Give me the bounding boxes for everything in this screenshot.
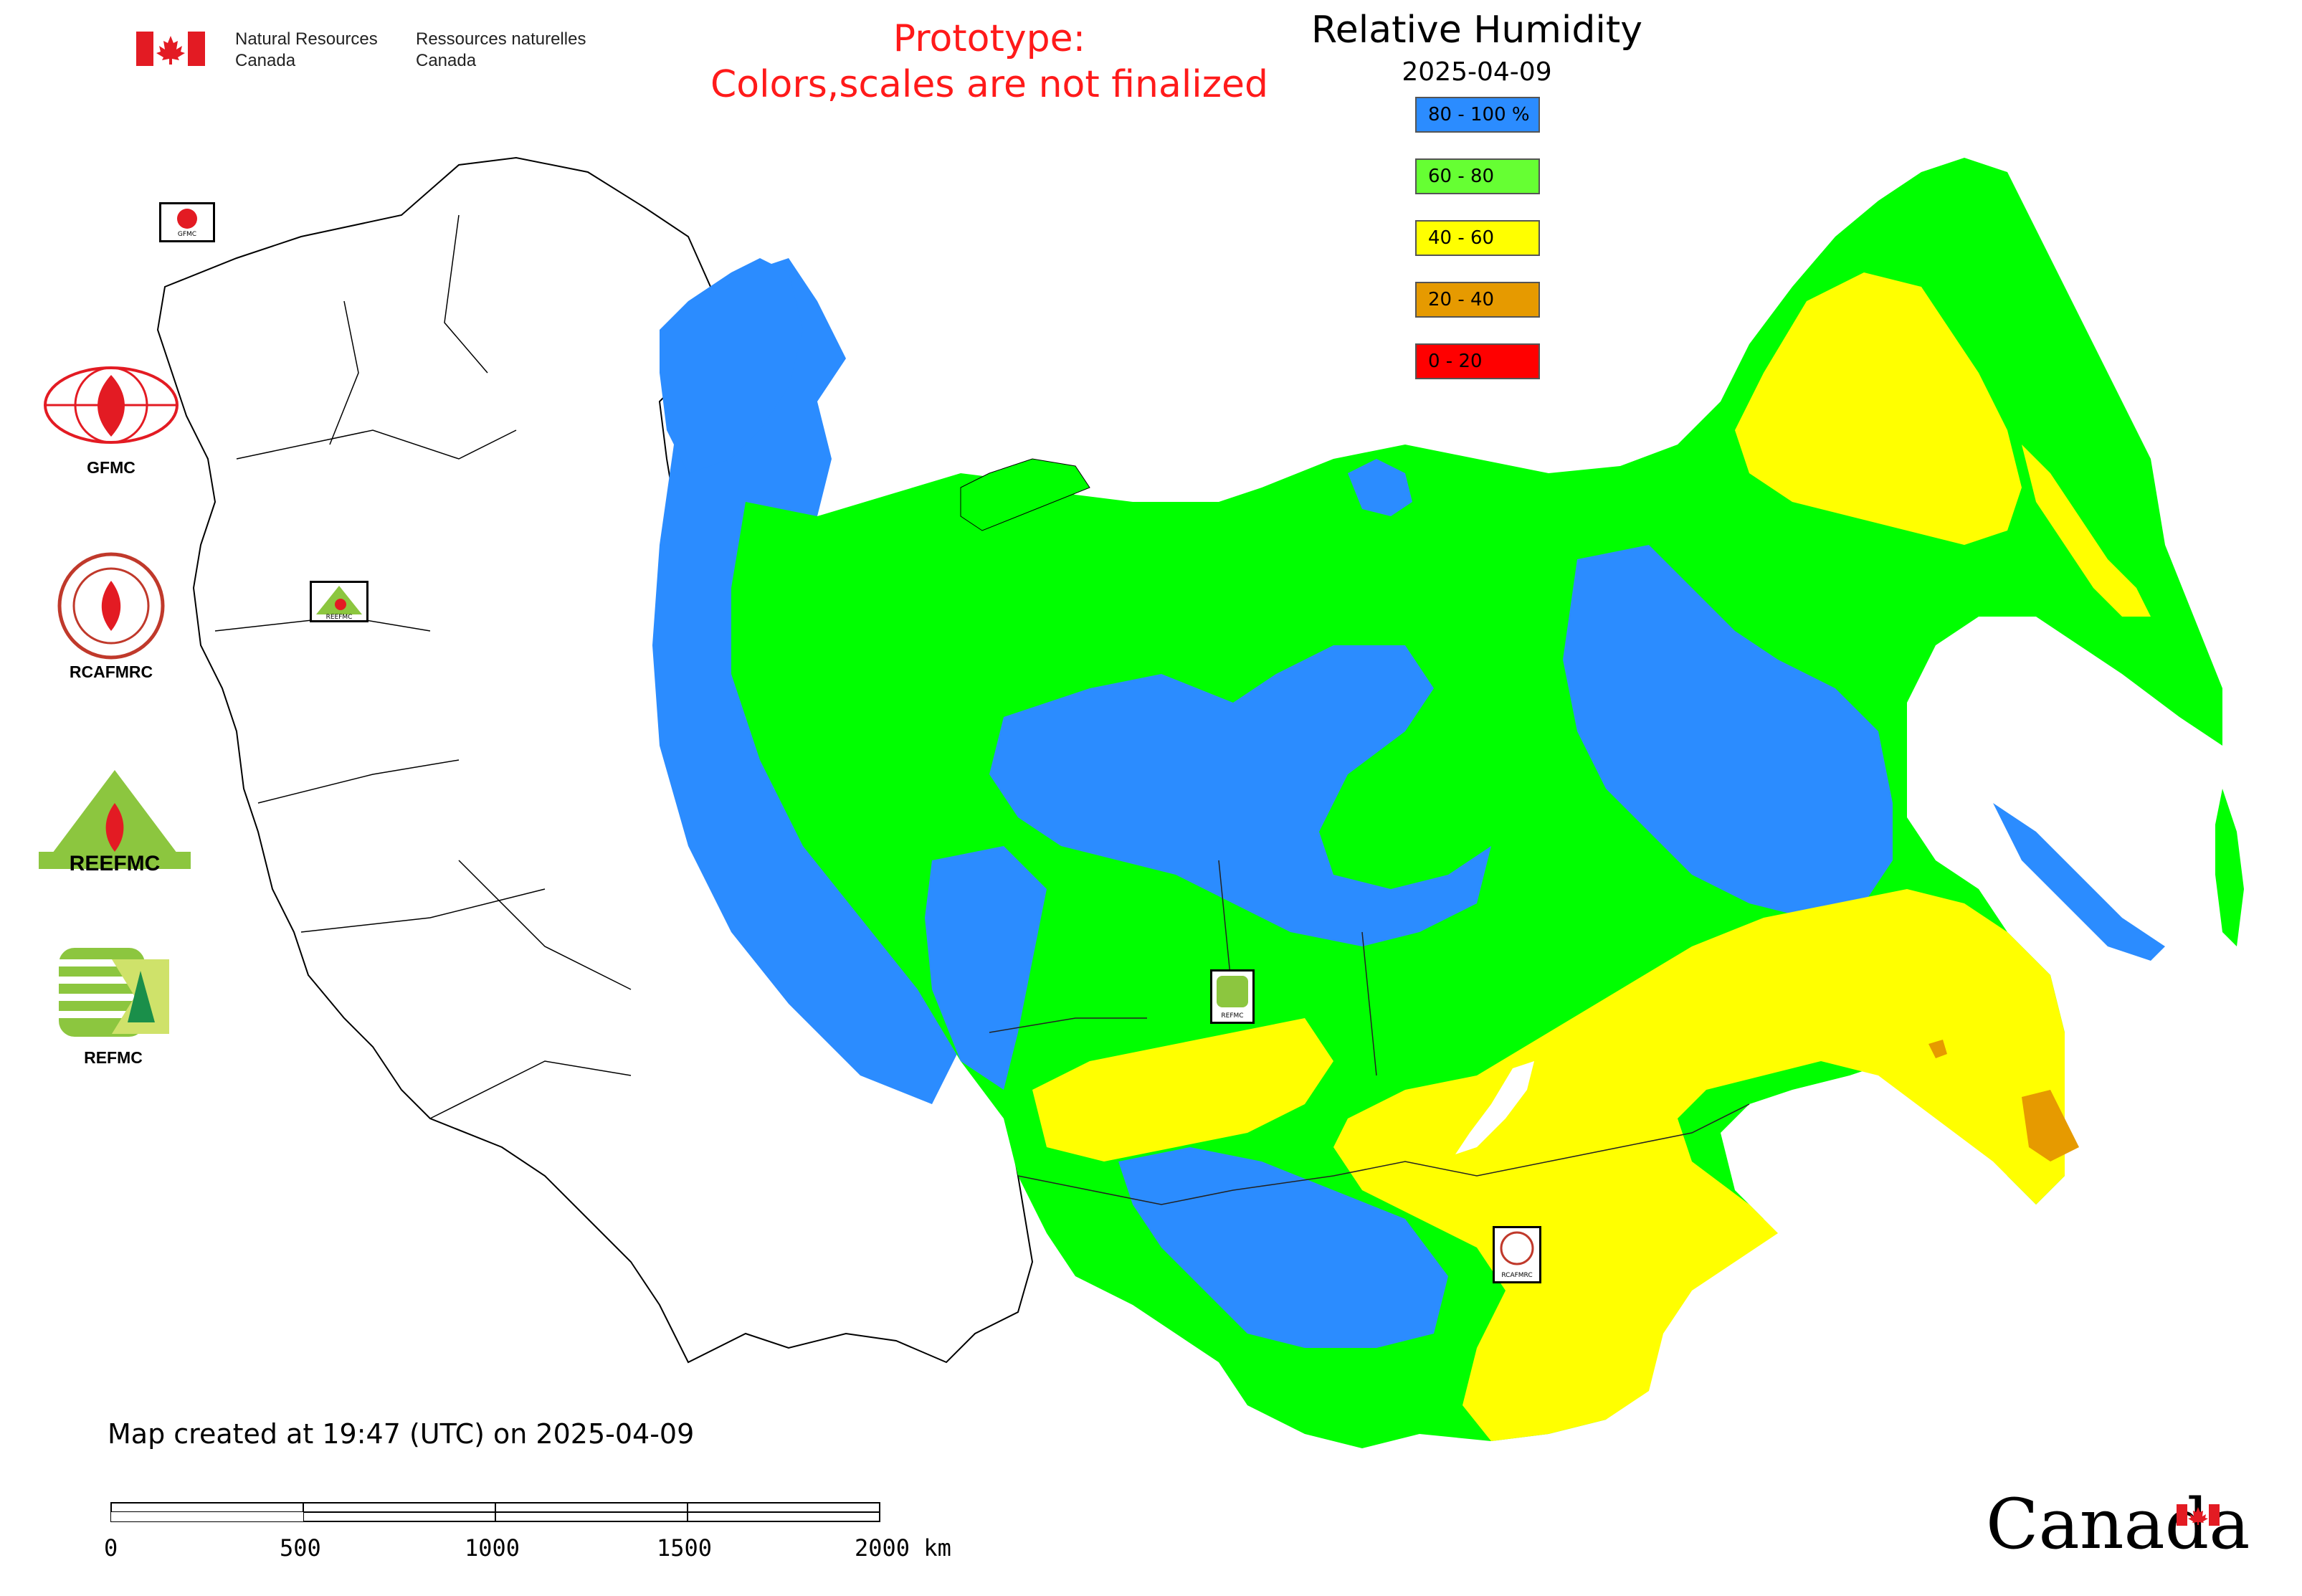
novaya-zemlya [960,458,1090,531]
map-marker-reefmc-text: REEFMC [326,614,353,620]
legend-items: 80 - 100 % 60 - 80 40 - 60 20 - 40 0 - 2… [1415,97,1540,405]
humidity-region-northeast-yellow [1735,272,2022,545]
logo-rcafmrc: RCAFMRC [39,552,183,682]
map-marker-gfmc: GFMC [159,202,215,242]
humidity-region-south-blue [1118,1147,1448,1348]
humidity-region-orange-1 [2022,1090,2079,1162]
legend-item-40-60: 40 - 60 [1415,220,1540,256]
map-marker-rcafmrc: RCAFMRC [1493,1226,1541,1283]
domain-borders [989,860,1750,1205]
scale-label-0: 0 [104,1534,118,1562]
legend-item-60-80: 60 - 80 [1415,158,1540,194]
humidity-region-altai-yellow [1032,1018,1333,1162]
legend-item-0-20: 0 - 20 [1415,343,1540,379]
prototype-line-1: Prototype: [893,17,1086,60]
triangle-flame-icon: REEFMC [316,586,362,621]
map-marker-reefmc: REEFMC [310,581,368,622]
refmc-sigma-icon [59,948,169,1037]
gfmc-globe-flame-icon [44,366,179,444]
rcafmrc-emblem-icon: RCAFMRC [1500,1231,1534,1279]
lake-baikal [1455,1061,1534,1154]
logo-rcafmrc-label: RCAFMRC [69,662,153,681]
map-marker-refmc: REFMC [1210,969,1255,1024]
humidity-region-kamchatka-yellow [2022,445,2151,617]
scale-label-1500: 1500 [657,1534,713,1562]
legend-date: 2025-04-09 [1402,57,1552,87]
map-created-note: Map created at 19:47 (UTC) on 2025-04-09 [108,1418,695,1450]
canada-flag-icon [136,32,205,66]
org-name-fr-2: Canada [416,51,477,70]
humidity-region-amur-blue [1993,803,2165,961]
map-marker-rcafmrc-text: RCAFMRC [1501,1272,1532,1279]
flame-icon: GFMC [177,209,197,238]
humidity-region-yakutia-blue [1563,545,1893,918]
canada-wordmark-flag-icon [2177,1504,2220,1526]
org-name-en-1: Natural Resources [235,29,378,49]
refmc-emblem-icon: REFMC [1217,976,1248,1020]
humidity-region-kola-blue [660,258,803,473]
nrcan-header: Natural Resources Canada Ressources natu… [136,29,624,79]
scale-label-500: 500 [280,1534,321,1562]
logo-refmc-label: REFMC [84,1048,143,1067]
map-marker-refmc-text: REFMC [1221,1012,1243,1020]
logo-gfmc-label: GFMC [87,458,135,477]
scale-bar [110,1502,880,1522]
legend-title: Relative Humidity [1311,9,1642,52]
legend-item-20-40: 20 - 40 [1415,282,1540,318]
prototype-notice: Prototype: Colors,scales are not finaliz… [631,16,1348,108]
scale-label-2000: 2000 km [855,1534,951,1562]
rcafmrc-seal-icon [57,552,165,660]
sakhalin [2215,789,2244,946]
org-name-fr-1: Ressources naturelles [416,29,586,49]
logo-refmc: REFMC [56,945,199,1068]
humidity-region-central-blue [989,645,1491,946]
legend-item-80-100: 80 - 100 % [1415,97,1540,133]
humidity-region-orange-2 [1928,1040,1947,1058]
logo-gfmc: GFMC [39,362,183,478]
prototype-line-2: Colors,scales are not finalized [710,63,1269,106]
canada-wordmark: Canada [1986,1484,2250,1564]
humidity-region-ob-blue [925,846,1047,1090]
logo-reefmc-label: REEFMC [69,852,161,875]
humidity-region-west-blue [652,258,961,1104]
legend: Relative Humidity 2025-04-09 80 - 100 % … [1276,7,1678,379]
severnaya-zemlya [1348,459,1412,516]
logo-reefmc: REEFMC [36,767,194,876]
scale-label-1000: 1000 [465,1534,520,1562]
humidity-region-southeast-yellow [1333,889,2065,1441]
map-marker-gfmc-text: GFMC [178,231,196,238]
reefmc-triangle-icon [39,770,191,869]
org-name-en-2: Canada [235,51,296,70]
